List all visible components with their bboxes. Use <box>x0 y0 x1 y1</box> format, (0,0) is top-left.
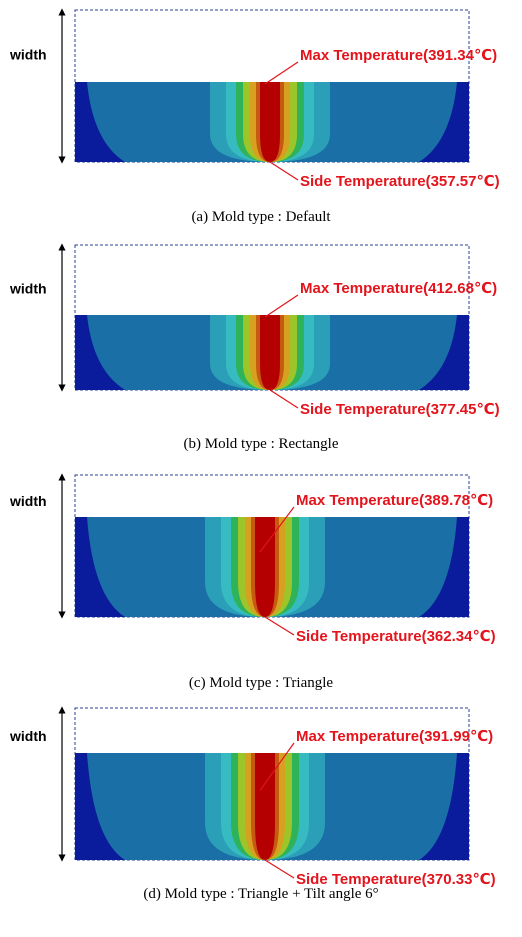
panel: width Max Temperature(391.34℃) Side Temper… <box>9 10 500 225</box>
panel: width Max Temperature(389.78℃) Side Temper… <box>9 475 496 691</box>
heat-band <box>255 753 275 860</box>
heat-band <box>255 517 275 617</box>
side-pointer <box>270 390 298 408</box>
width-label: width <box>9 493 47 509</box>
max-pointer <box>265 62 298 84</box>
max-pointer <box>265 295 298 317</box>
max-temperature: Max Temperature(389.78℃) <box>296 492 493 509</box>
max-temperature: Max Temperature(391.99℃) <box>296 728 493 745</box>
figure: width Max Temperature(391.34℃) Side Temper… <box>0 0 522 937</box>
caption: (a) Mold type : Default <box>191 209 331 225</box>
side-temperature: Side Temperature(357.57℃) <box>300 173 500 190</box>
width-label: width <box>9 47 47 63</box>
width-label: width <box>9 280 47 296</box>
heat-band <box>260 82 280 162</box>
side-pointer <box>265 617 294 635</box>
panel: width Max Temperature(412.68℃) Side Temper… <box>9 245 500 452</box>
caption: (d) Mold type : Triangle + Tilt angle 6° <box>143 886 378 902</box>
caption: (c) Mold type : Triangle <box>189 675 333 691</box>
width-label: width <box>9 728 47 744</box>
side-temperature: Side Temperature(362.34℃) <box>296 628 496 645</box>
side-pointer <box>270 162 298 180</box>
caption: (b) Mold type : Rectangle <box>184 436 339 452</box>
heat-band <box>260 315 280 390</box>
max-temperature: Max Temperature(412.68℃) <box>300 280 497 297</box>
side-temperature: Side Temperature(377.45℃) <box>300 401 500 418</box>
max-temperature: Max Temperature(391.34℃) <box>300 47 497 64</box>
side-pointer <box>265 860 294 878</box>
